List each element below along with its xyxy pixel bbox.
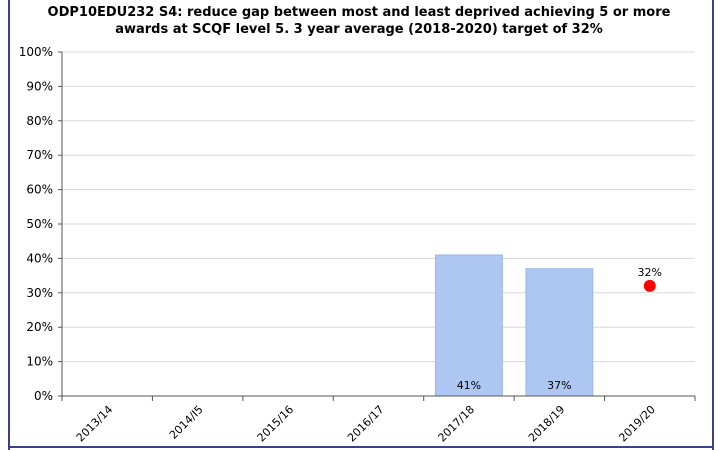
bar bbox=[525, 268, 594, 397]
gridlines bbox=[62, 51, 695, 363]
bar-value-label: 37% bbox=[547, 379, 571, 392]
y-tick-label: 80% bbox=[26, 114, 53, 128]
x-tick-label: 2017/18 bbox=[436, 403, 478, 445]
x-axis-ticks: 2013/14 2014/I5 2015/16 2016/17 2017/18 2018/… bbox=[61, 396, 696, 445]
x-tick-label: 2016/17 bbox=[345, 403, 387, 445]
bars: 41% 37% bbox=[434, 254, 594, 397]
target-point bbox=[643, 279, 656, 292]
chart-title-line-2: awards at SCQF level 5. 3 year average (… bbox=[115, 22, 603, 37]
y-tick-label: 30% bbox=[26, 286, 53, 300]
y-tick-label: 60% bbox=[26, 183, 53, 197]
chart-title: ODP10EDU232 S4: reduce gap between most … bbox=[14, 4, 704, 38]
chart-title-line-1: ODP10EDU232 S4: reduce gap between most … bbox=[47, 5, 671, 20]
x-tick-label: 2015/16 bbox=[255, 403, 297, 445]
y-axis-ticks: 0% 10% 20% 30% 40% 50% 60% 70% 80% 90% 100% bbox=[19, 45, 62, 403]
right-border bbox=[712, 0, 714, 450]
x-tick-label: 2018/19 bbox=[526, 403, 568, 445]
bottom-border bbox=[8, 446, 714, 448]
y-tick-label: 50% bbox=[26, 217, 53, 231]
y-tick-label: 10% bbox=[26, 355, 53, 369]
y-tick-label: 0% bbox=[34, 389, 53, 403]
y-tick-label: 70% bbox=[26, 148, 53, 162]
y-tick-label: 40% bbox=[26, 251, 53, 265]
x-tick-label: 2014/I5 bbox=[167, 403, 206, 442]
points: 32% bbox=[638, 266, 662, 292]
y-tick-label: 100% bbox=[19, 45, 53, 59]
x-tick-label: 2019/20 bbox=[616, 403, 658, 445]
point-value-label: 32% bbox=[638, 266, 662, 279]
axes bbox=[61, 52, 695, 397]
x-tick-label: 2013/14 bbox=[74, 403, 116, 445]
left-border bbox=[8, 0, 10, 450]
y-tick-label: 90% bbox=[26, 79, 53, 93]
bar bbox=[434, 254, 503, 397]
y-tick-label: 20% bbox=[26, 320, 53, 334]
bar-value-label: 41% bbox=[457, 379, 481, 392]
